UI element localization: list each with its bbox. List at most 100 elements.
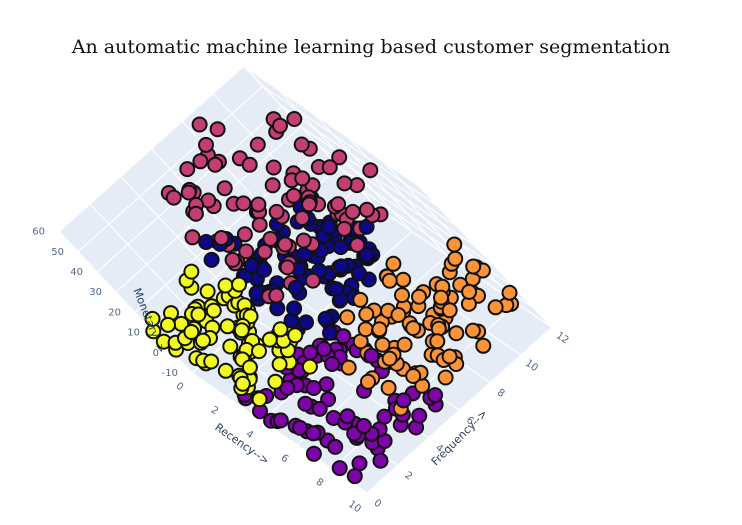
data-point-cluster-1 [351,265,367,282]
data-point-cluster-0 [286,111,303,127]
data-point-cluster-2 [231,276,247,293]
data-point-cluster-1 [298,314,314,331]
data-point-cluster-0 [301,196,318,213]
data-point-cluster-2 [190,306,207,323]
data-point-cluster-4 [331,460,348,477]
x-gridline [313,113,448,256]
data-point-cluster-2 [251,391,268,408]
data-point-cluster-0 [184,229,201,246]
data-point-cluster-1 [332,239,349,256]
z-tick-label: -10 [162,368,178,379]
data-point-cluster-0 [180,184,197,201]
data-point-cluster-0 [294,210,311,226]
data-point-cluster-1 [320,218,337,235]
data-point-cluster-4 [316,341,332,357]
data-point-cluster-4 [335,328,352,345]
data-point-cluster-1 [358,246,375,263]
data-point-cluster-3 [464,322,481,339]
data-point-cluster-3 [447,250,464,267]
z-tick-label: 30 [89,287,102,298]
page-title: An automatic machine learning based cust… [71,36,671,58]
data-point-cluster-0 [238,243,255,260]
data-point-cluster-0 [358,201,375,218]
data-point-cluster-0 [165,189,182,206]
data-point-cluster-2 [144,310,161,327]
data-point-cluster-2 [271,356,288,373]
data-point-cluster-2 [241,359,258,376]
data-point-cluster-4 [363,347,380,364]
data-point-cluster-0 [279,259,296,276]
z-gridline [319,146,496,268]
y-gridline [376,206,553,328]
data-point-cluster-2 [261,331,278,348]
y-tick-label: 2 [402,470,414,483]
data-point-cluster-4 [297,395,314,412]
y-tick-label: 12 [554,330,571,346]
data-point-cluster-2 [217,277,234,294]
data-point-cluster-1 [328,281,345,298]
data-point-cluster-3 [371,321,388,338]
data-point-cluster-4 [376,408,393,425]
z-gridline [243,65,420,187]
data-point-cluster-3 [501,284,518,301]
data-point-cluster-0 [191,116,208,133]
data-point-cluster-0 [207,156,224,173]
data-point-cluster-4 [305,380,322,396]
data-point-cluster-0 [321,159,338,176]
data-point-cluster-4 [411,407,428,424]
data-point-cluster-3 [405,368,422,384]
z-gridline [262,85,439,207]
data-point-cluster-2 [217,362,234,379]
data-point-cluster-0 [349,237,366,253]
data-point-cluster-1 [256,261,272,278]
data-point-cluster-1 [203,251,220,268]
data-point-cluster-0 [264,177,281,194]
data-point-cluster-4 [292,419,308,436]
y-tick-label: 8 [495,387,507,400]
x-tick-label: 8 [314,477,326,490]
data-point-cluster-2 [267,373,284,390]
data-point-cluster-0 [216,180,233,197]
data-point-cluster-0 [187,205,204,222]
data-point-cluster-2 [287,327,304,344]
data-point-cluster-1 [322,324,338,341]
data-point-cluster-0 [192,153,209,170]
data-point-cluster-1 [317,310,334,327]
data-point-cluster-3 [411,288,427,305]
data-point-cluster-0 [294,170,311,187]
data-point-cluster-3 [429,333,446,350]
data-point-cluster-0 [209,121,226,138]
data-point-cluster-0 [179,161,196,178]
x-axis-title: Recency--> [212,421,271,468]
data-point-cluster-0 [295,232,312,249]
x-tick-label: 6 [279,453,291,466]
x-tick-label: 0 [174,381,186,394]
data-point-cluster-4 [327,438,344,455]
data-point-cluster-2 [272,321,289,338]
x-tick-label: 4 [244,429,256,442]
z-gridline [357,186,534,308]
data-point-cluster-4 [305,445,322,462]
data-point-cluster-3 [405,320,422,337]
data-point-cluster-4 [346,468,363,485]
data-point-cluster-0 [249,136,266,153]
data-point-cluster-3 [352,291,369,308]
data-point-cluster-0 [213,230,230,246]
z-tick-label: 40 [70,267,83,278]
data-point-cluster-3 [441,302,458,319]
data-point-cluster-0 [256,243,273,260]
data-point-cluster-2 [301,358,318,375]
data-point-cluster-4 [302,344,319,361]
y-tick-label: 10 [523,358,540,374]
z-tick-label: 50 [51,247,64,258]
data-point-cluster-3 [340,359,357,376]
z-gridline [300,126,477,248]
data-point-cluster-2 [195,332,211,349]
data-point-cluster-2 [160,316,176,333]
data-point-cluster-3 [446,236,463,253]
data-point-cluster-3 [395,271,412,288]
data-point-cluster-0 [336,220,353,237]
data-point-cluster-3 [360,373,376,390]
